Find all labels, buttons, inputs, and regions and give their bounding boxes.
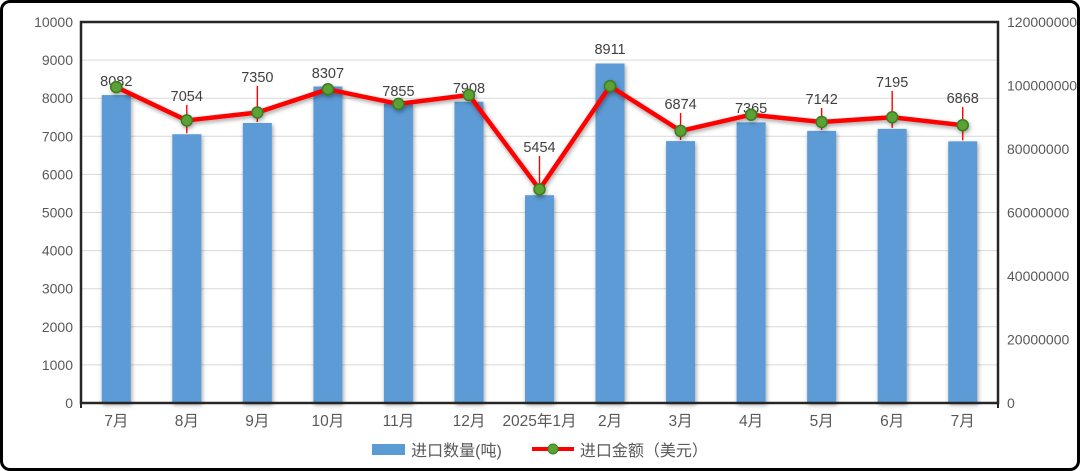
right-axis-labels: 0 20000000 40000000 60000000 80000000 1000000… bbox=[1007, 14, 1077, 411]
x-axis-label: 2025年1月 bbox=[502, 412, 576, 430]
line-marker bbox=[321, 83, 335, 96]
right-axis-tick-label: 0 bbox=[1007, 395, 1015, 411]
bar bbox=[736, 122, 766, 404]
bar bbox=[948, 141, 978, 403]
right-axis-tick-label: 40000000 bbox=[1007, 268, 1070, 284]
left-axis-tick-label: 7000 bbox=[42, 128, 73, 144]
x-axis-label: 2月 bbox=[598, 413, 622, 430]
left-axis-tick-label: 1000 bbox=[42, 357, 73, 373]
bar bbox=[242, 122, 272, 403]
data-label: 7142 bbox=[806, 92, 838, 108]
data-label: 8911 bbox=[594, 42, 625, 58]
x-axis-label: 10月 bbox=[312, 413, 345, 430]
x-axis-label: 7月 bbox=[951, 413, 975, 430]
left-axis-tick-label: 10000 bbox=[34, 14, 73, 30]
x-axis-label: 9月 bbox=[245, 413, 269, 430]
data-label: 8307 bbox=[312, 66, 344, 82]
left-axis-tick-label: 2000 bbox=[42, 319, 73, 335]
x-axis-label: 11月 bbox=[383, 413, 415, 430]
left-axis-tick-label: 5000 bbox=[42, 205, 73, 221]
bar bbox=[101, 95, 131, 403]
data-label: 7350 bbox=[241, 70, 273, 86]
line-marker bbox=[251, 106, 264, 119]
x-axis-label: 7月 bbox=[104, 413, 128, 430]
x-axis-label: 8月 bbox=[175, 413, 199, 430]
bar bbox=[172, 134, 202, 403]
x-axis-label: 5月 bbox=[810, 413, 834, 430]
left-axis-tick-label: 3000 bbox=[42, 281, 73, 297]
data-label: 6874 bbox=[664, 97, 696, 113]
right-axis-tick-label: 60000000 bbox=[1007, 205, 1070, 221]
right-axis-tick-label: 80000000 bbox=[1007, 141, 1070, 157]
left-axis-tick-label: 9000 bbox=[42, 52, 73, 68]
x-axis-labels: 7月 8月 9月 10月 11月 12月 2025年1月 2月 3月 4月 5月 6月 7月 bbox=[104, 412, 975, 430]
line-marker bbox=[956, 118, 969, 132]
right-axis-tick-label: 100000000 bbox=[1007, 78, 1077, 94]
line-marker bbox=[815, 115, 828, 129]
line-marker bbox=[603, 79, 617, 93]
line-marker bbox=[744, 108, 758, 121]
line-marker bbox=[110, 80, 123, 94]
data-label: 7195 bbox=[876, 75, 908, 91]
bar bbox=[454, 101, 484, 403]
left-axis-tick-label: 6000 bbox=[42, 166, 73, 182]
data-label: 7855 bbox=[382, 84, 414, 100]
x-axis-label: 12月 bbox=[453, 413, 486, 430]
bar bbox=[383, 103, 413, 404]
left-axis-tick-label: 0 bbox=[65, 395, 73, 411]
line-marker bbox=[533, 183, 546, 196]
left-axis-tick-label: 4000 bbox=[42, 243, 73, 259]
line-marker bbox=[885, 111, 899, 124]
line-series-swatch-icon bbox=[531, 443, 574, 455]
bar-series-swatch-icon bbox=[372, 443, 406, 455]
line-marker bbox=[462, 88, 476, 102]
legend-label-amount: 进口金额（美元） bbox=[579, 443, 708, 460]
data-labels: 8082705473508307785579085454891168747365… bbox=[100, 42, 979, 156]
bar-series bbox=[101, 63, 978, 404]
bar bbox=[807, 130, 837, 403]
line-marker bbox=[180, 114, 194, 127]
right-axis-tick-label: 120000000 bbox=[1007, 14, 1077, 30]
bar bbox=[313, 86, 343, 404]
bar bbox=[525, 195, 554, 403]
legend: 进口数量(吨) 进口金额（美元） bbox=[3, 430, 1077, 468]
x-axis-label: 4月 bbox=[739, 413, 763, 430]
data-label: 6868 bbox=[947, 91, 979, 107]
line-series bbox=[110, 79, 969, 196]
right-axis-tick-label: 20000000 bbox=[1007, 332, 1070, 348]
line-marker bbox=[674, 124, 687, 138]
left-axis-tick-label: 8000 bbox=[42, 90, 73, 106]
bar bbox=[877, 128, 907, 404]
legend-label-quantity: 进口数量(吨) bbox=[411, 443, 502, 460]
plot-border bbox=[79, 20, 1000, 405]
legend-item-import-amount: 进口金额（美元） bbox=[531, 437, 708, 461]
marker-dot-icon bbox=[547, 443, 559, 455]
combo-chart: 0 1000 2000 3000 4000 5000 6000 7000 8000 9000 100… bbox=[34, 14, 1077, 430]
data-label: 7054 bbox=[171, 89, 203, 105]
left-axis-labels: 0 1000 2000 3000 4000 5000 6000 7000 8000 9000 100… bbox=[34, 14, 73, 411]
data-label: 5454 bbox=[523, 140, 555, 156]
x-axis-label: 3月 bbox=[669, 413, 693, 430]
bar bbox=[595, 63, 625, 403]
line-marker bbox=[392, 97, 405, 111]
bar bbox=[666, 141, 696, 404]
x-axis-label: 6月 bbox=[880, 413, 904, 430]
legend-item-import-quantity: 进口数量(吨) bbox=[372, 437, 502, 461]
